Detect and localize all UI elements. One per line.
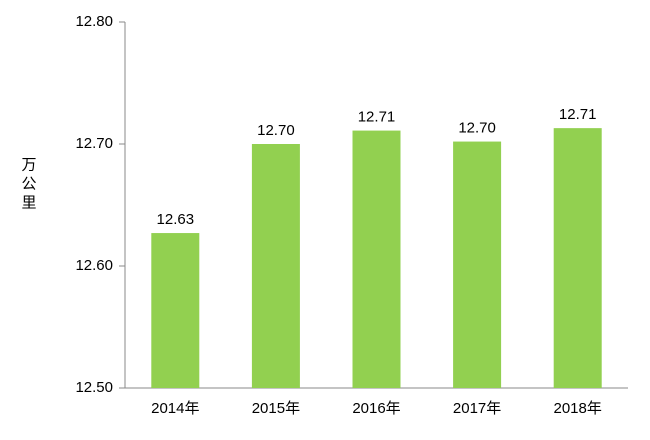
x-tick-label: 2015年 bbox=[252, 400, 300, 417]
y-tick-label: 12.80 bbox=[75, 13, 113, 30]
bar bbox=[151, 233, 200, 388]
x-tick-label: 2014年 bbox=[151, 400, 199, 417]
value-label: 12.71 bbox=[358, 109, 396, 126]
value-label: 12.70 bbox=[257, 122, 295, 139]
bar bbox=[553, 128, 602, 388]
bar bbox=[251, 144, 300, 388]
x-tick-label: 2016年 bbox=[352, 400, 400, 417]
value-label: 12.70 bbox=[458, 120, 496, 137]
x-tick-label: 2018年 bbox=[554, 400, 602, 417]
bar bbox=[453, 141, 502, 388]
bar bbox=[352, 130, 401, 388]
value-label: 12.63 bbox=[157, 211, 195, 228]
y-axis-label: 万公里 bbox=[20, 157, 37, 214]
y-tick-label: 12.60 bbox=[75, 257, 113, 274]
value-label: 12.71 bbox=[559, 106, 597, 123]
x-tick-label: 2017年 bbox=[453, 400, 501, 417]
y-tick-label: 12.70 bbox=[75, 135, 113, 152]
y-tick-label: 12.50 bbox=[75, 379, 113, 396]
